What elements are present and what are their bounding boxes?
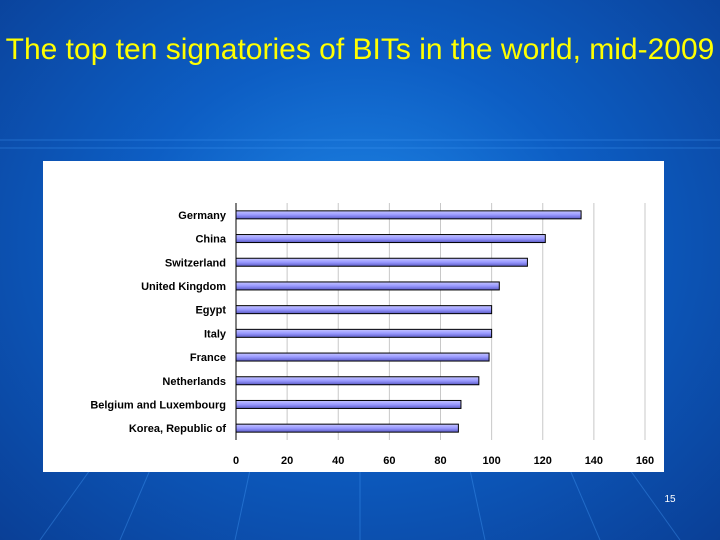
bars: [235, 210, 582, 433]
category-label: France: [190, 352, 226, 364]
bar-italy: [235, 328, 493, 338]
bar-korea-republic-of: [235, 423, 459, 433]
x-tick-label: 20: [281, 455, 293, 467]
category-label: Egypt: [195, 305, 226, 317]
slide-number: 15: [664, 494, 676, 505]
x-tick-label: 140: [585, 455, 603, 467]
category-label: Germany: [178, 210, 227, 222]
category-label: Netherlands: [162, 376, 226, 388]
bar-belgium-and-luxembourg: [235, 399, 462, 409]
chart-panel: Germany China Switzerland United Kingdom Egy…: [43, 161, 664, 472]
category-label: United Kingdom: [141, 281, 226, 293]
bar-china: [235, 234, 546, 244]
x-tick-label: 100: [482, 455, 500, 467]
x-tick-label: 80: [434, 455, 446, 467]
category-label: Korea, Republic of: [129, 423, 227, 435]
bar-germany: [235, 210, 582, 220]
bar-switzerland: [235, 257, 528, 267]
category-label: Italy: [204, 328, 227, 340]
x-tick-label: 0: [233, 455, 239, 467]
category-label: Belgium and Luxembourg: [90, 399, 226, 411]
bar-france: [235, 352, 490, 362]
x-tick-labels: 0 20 40 60 80 100 120 140 160: [233, 455, 654, 467]
bar-united-kingdom: [235, 281, 500, 291]
x-tick-label: 160: [636, 455, 654, 467]
category-labels: Germany China Switzerland United Kingdom Egy…: [90, 210, 227, 435]
bar-egypt: [235, 305, 493, 315]
category-label: Switzerland: [165, 257, 226, 269]
x-tick-label: 40: [332, 455, 344, 467]
bar-chart: Germany China Switzerland United Kingdom Egy…: [90, 203, 654, 467]
bar-netherlands: [235, 376, 480, 386]
category-label: China: [195, 234, 226, 246]
x-tick-label: 120: [534, 455, 552, 467]
x-tick-label: 60: [383, 455, 395, 467]
slide-title: The top ten signatories of BITs in the w…: [5, 33, 715, 66]
